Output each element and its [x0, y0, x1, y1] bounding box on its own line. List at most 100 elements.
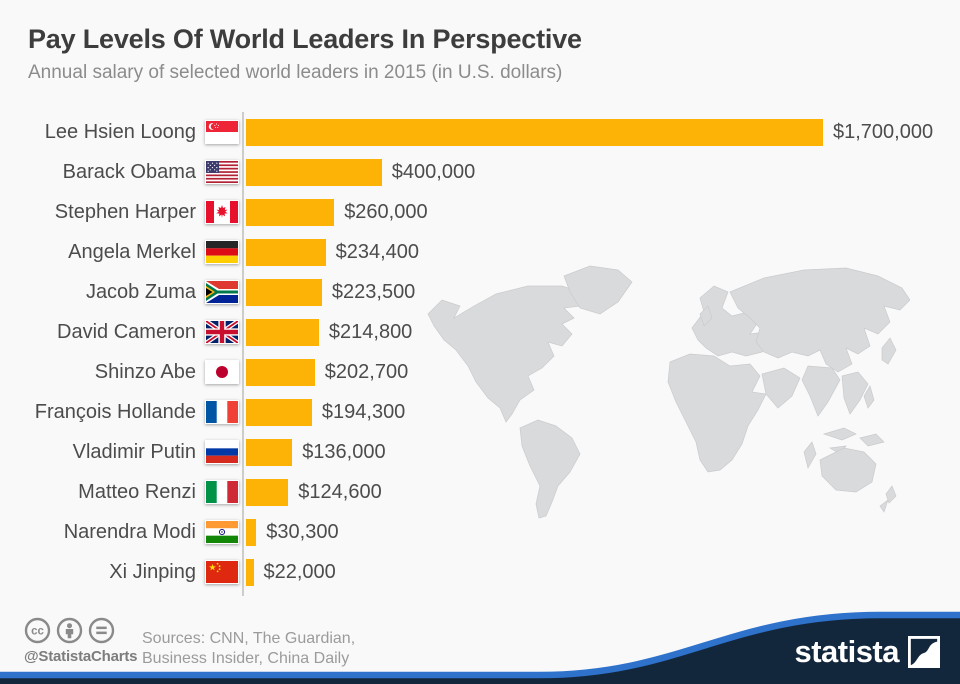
leader-name: Barack Obama: [62, 160, 196, 183]
flag-frame: [205, 360, 239, 384]
page-title: Pay Levels Of World Leaders In Perspecti…: [28, 24, 582, 54]
leader-name: Lee Hsien Loong: [44, 120, 196, 143]
flag-gb-icon: [206, 321, 238, 343]
chart-row: Jacob Zuma $223,500: [0, 272, 960, 312]
salary-value-label: $400,000: [391, 160, 476, 183]
chart-axis-line: [242, 112, 244, 596]
page-subtitle: Annual salary of selected world leaders …: [28, 62, 563, 83]
salary-value-label: $30,300: [266, 520, 339, 543]
chart-rows: Lee Hsien Loong $1,700,000 Barack Obama …: [0, 112, 960, 592]
flag-frame: [205, 240, 239, 264]
flag-frame: [205, 200, 239, 224]
salary-value-label: $1,700,000: [833, 120, 934, 143]
bar-area: $194,300: [246, 398, 406, 426]
chart-row: Angela Merkel $234,400: [0, 232, 960, 272]
flag-frame: [205, 520, 239, 544]
chart-row: Narendra Modi $30,300: [0, 512, 960, 552]
leader-name: Jacob Zuma: [85, 280, 196, 303]
salary-bar: [246, 358, 315, 386]
flag-frame: [205, 120, 239, 144]
statista-logo-text: statista: [794, 634, 899, 669]
flag-it-icon: [206, 481, 238, 503]
footer-wave-blue-stroke: [0, 611, 960, 679]
bar-area: $234,400: [246, 238, 420, 266]
footer-wave-navy-fill: [0, 617, 960, 684]
leader-name: Xi Jinping: [109, 560, 196, 583]
leader-name: Shinzo Abe: [94, 360, 196, 383]
salary-bar: [246, 398, 312, 426]
bar-area: $223,500: [246, 278, 416, 306]
footer-wave: [0, 611, 960, 684]
world-map: [427, 265, 910, 519]
bar-area: $1,700,000: [246, 118, 934, 146]
bar-area: $260,000: [246, 198, 428, 226]
flag-frame: [205, 400, 239, 424]
chart-row: David Cameron $214,800: [0, 312, 960, 352]
flag-frame: [205, 480, 239, 504]
bar-area: $214,800: [246, 318, 413, 346]
salary-bar: [246, 198, 335, 226]
chart-row: Shinzo Abe $202,700: [0, 352, 960, 392]
attribution-icon: [56, 617, 83, 644]
leader-name: David Cameron: [57, 320, 196, 343]
chart-row: Matteo Renzi $124,600: [0, 472, 960, 512]
salary-bar: [246, 318, 319, 346]
chart-row: Stephen Harper $260,000: [0, 192, 960, 232]
statista-logo-icon: [908, 636, 940, 668]
flag-jp-icon: [206, 361, 238, 383]
no-derivatives-icon: [88, 617, 115, 644]
salary-value-label: $260,000: [344, 200, 428, 223]
svg-text:cc: cc: [31, 626, 44, 638]
leader-name: Vladimir Putin: [72, 440, 196, 463]
salary-bar: [246, 558, 254, 586]
chart-row: François Hollande $194,300: [0, 392, 960, 432]
cc-license-icons: cc: [24, 617, 137, 644]
flag-za-icon: [206, 281, 238, 303]
salary-bar: [246, 478, 289, 506]
bar-area: $22,000: [246, 558, 336, 586]
bar-area: $124,600: [246, 478, 382, 506]
flag-ca-icon: [206, 201, 238, 223]
flag-us-icon: [206, 161, 238, 183]
leader-name: Stephen Harper: [54, 200, 196, 223]
salary-bar: [246, 278, 322, 306]
salary-value-label: $214,800: [328, 320, 413, 343]
chart-header: Pay Levels Of World Leaders In Perspecti…: [28, 24, 582, 84]
salary-bar: [246, 438, 293, 466]
salary-value-label: $124,600: [298, 480, 382, 503]
salary-value-label: $136,000: [302, 440, 386, 463]
sources-line-1: Sources: CNN, The Guardian,: [142, 630, 356, 647]
flag-frame: [205, 560, 239, 584]
bar-area: $30,300: [246, 518, 339, 546]
statista-logo: statista: [794, 634, 940, 670]
flag-frame: [205, 320, 239, 344]
salary-value-label: $202,700: [324, 360, 409, 383]
flag-frame: [205, 160, 239, 184]
license-block: cc @StatistaCharts: [24, 617, 138, 665]
sources-line-2: Business Insider, China Daily: [142, 650, 350, 667]
leader-name: Narendra Modi: [63, 520, 196, 543]
salary-bar: [246, 118, 823, 146]
bar-area: $136,000: [246, 438, 386, 466]
bar-area: $202,700: [246, 358, 409, 386]
salary-value-label: $223,500: [331, 280, 416, 303]
flag-in-icon: [206, 521, 238, 543]
flag-frame: [205, 280, 239, 304]
flag-fr-icon: [206, 401, 238, 423]
salary-bar: [246, 518, 257, 546]
chart-row: Lee Hsien Loong $1,700,000: [0, 112, 960, 152]
flag-sg-icon: [206, 121, 238, 143]
salary-bar: [246, 238, 326, 266]
sources-text: Sources: CNN, The Guardian, Business Ins…: [142, 629, 355, 669]
leader-name: Matteo Renzi: [78, 480, 196, 503]
salary-bar: [246, 158, 382, 186]
salary-value-label: $234,400: [335, 240, 420, 263]
salary-value-label: $22,000: [263, 560, 336, 583]
flag-frame: [205, 440, 239, 464]
salary-value-label: $194,300: [321, 400, 406, 423]
cc-icon: cc: [24, 617, 51, 644]
statista-charts-handle: @StatistaCharts: [24, 648, 138, 665]
leader-name: François Hollande: [34, 400, 196, 423]
flag-de-icon: [206, 241, 238, 263]
